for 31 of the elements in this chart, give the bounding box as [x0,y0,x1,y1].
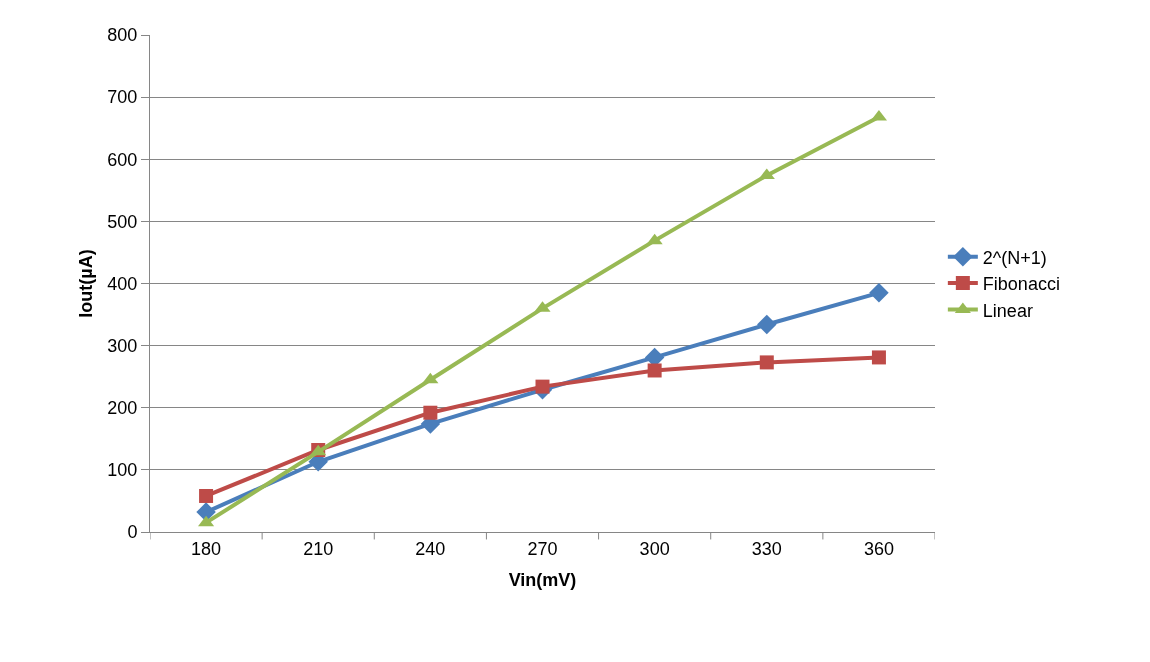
point [759,355,774,370]
y-tick-label: 400 [107,273,138,294]
point [869,283,889,303]
x-tick-label: 300 [639,538,670,559]
x-tick-label: 330 [751,538,782,559]
x-axis-title: Vin(mV) [508,569,577,590]
legend-label: 2^(N+1) [982,247,1047,268]
y-tick-label: 300 [107,335,138,356]
point [757,314,777,335]
legend-label: Linear [982,300,1033,321]
point [422,372,439,384]
point [423,405,438,420]
point [646,233,663,245]
point [199,488,214,503]
legend-label: Fibonacci [982,274,1060,295]
x-tick-label: 360 [863,538,894,559]
y-axis-title: Iout(µA) [75,249,96,318]
point [871,350,886,365]
y-tick-label: 0 [127,522,138,543]
y-tick-label: 600 [107,149,138,170]
point [535,379,550,394]
y-tick-label: 700 [107,87,138,108]
y-tick-label: 500 [107,211,138,232]
point [647,363,662,378]
x-tick-label: 270 [527,538,558,559]
x-tick-label: 180 [191,538,222,559]
y-tick-label: 800 [107,25,138,46]
x-tick-label: 210 [303,538,334,559]
x-tick-label: 240 [415,538,446,559]
y-tick-label: 100 [107,460,138,481]
y-tick-label: 200 [107,398,138,419]
